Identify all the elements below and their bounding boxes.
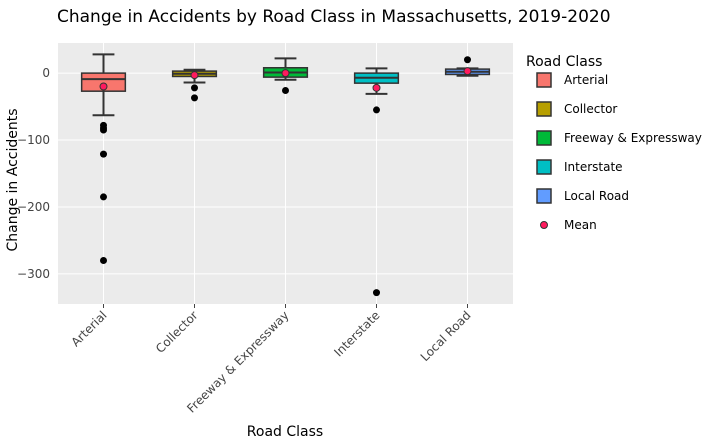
box-local-road xyxy=(444,56,491,77)
mean-point xyxy=(99,82,108,91)
legend-item: Mean xyxy=(540,218,597,232)
outlier-point xyxy=(100,150,107,158)
y-axis-ticks: 0 −100 −200 −300 xyxy=(17,66,50,281)
box-freeway-expressway xyxy=(262,57,309,95)
legend-label: Interstate xyxy=(564,160,623,174)
legend-swatch xyxy=(536,188,552,204)
box-interstate xyxy=(353,67,400,297)
mean-point xyxy=(463,67,472,76)
legend-label: Mean xyxy=(564,218,597,232)
y-axis-title: Change in Accidents xyxy=(5,108,21,251)
mean-point xyxy=(190,71,199,80)
box-series xyxy=(80,53,491,297)
outlier-point xyxy=(191,94,198,102)
outlier-point xyxy=(100,193,107,201)
legend-item: Arterial xyxy=(536,72,608,88)
legend-item: Interstate xyxy=(536,159,623,175)
y-tick-label: −200 xyxy=(17,200,50,214)
legend-title: Road Class xyxy=(526,54,602,70)
outlier-point xyxy=(282,87,289,95)
legend-label: Collector xyxy=(564,102,617,116)
x-tick-label: Interstate xyxy=(331,308,382,359)
y-tick-label: 0 xyxy=(42,66,50,80)
outlier-point xyxy=(373,289,380,297)
legend-swatch xyxy=(536,72,552,88)
x-tick-label: Arterial xyxy=(68,308,109,349)
legend-swatch xyxy=(536,159,552,175)
outlier-point xyxy=(100,126,107,134)
box-body xyxy=(80,72,127,92)
legend-item: Local Road xyxy=(536,188,629,204)
legend-mean-marker xyxy=(540,221,548,229)
outlier-point xyxy=(464,56,471,64)
legend-swatch xyxy=(536,101,552,117)
x-tick-label: Local Road xyxy=(418,308,474,364)
legend-item: Freeway & Expressway xyxy=(536,130,702,146)
legend-swatch xyxy=(536,130,552,146)
mean-point xyxy=(372,83,381,92)
y-tick-label: −300 xyxy=(17,267,50,281)
legend-label: Local Road xyxy=(564,189,629,203)
x-axis-title: Road Class xyxy=(247,424,323,440)
legend-label: Arterial xyxy=(564,73,608,87)
y-tick-label: −100 xyxy=(17,133,50,147)
box-arterial xyxy=(80,53,127,264)
x-tick-label: Collector xyxy=(153,308,201,356)
outlier-point xyxy=(100,257,107,264)
chart-title: Change in Accidents by Road Class in Mas… xyxy=(57,7,611,27)
box-collector xyxy=(171,68,218,102)
outlier-point xyxy=(373,106,380,114)
mean-point xyxy=(281,69,290,78)
x-tick-label: Freeway & Expressway xyxy=(184,308,291,415)
legend-label: Freeway & Expressway xyxy=(564,131,702,145)
outlier-point xyxy=(191,84,198,92)
legend: Road Class Arterial Collector Freeway & Ex… xyxy=(526,54,702,232)
legend-item: Collector xyxy=(536,101,617,117)
